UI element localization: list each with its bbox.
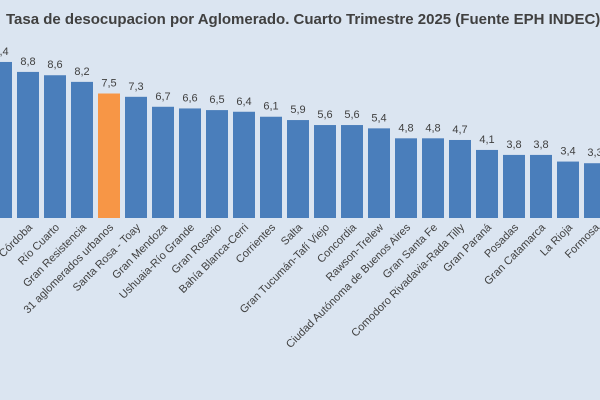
bar	[476, 149, 498, 218]
bar	[44, 75, 66, 219]
value-label: 8,6	[47, 59, 62, 71]
value-label: 8,2	[74, 66, 89, 78]
value-label: 6,4	[236, 96, 251, 108]
value-label: 5,6	[344, 109, 359, 121]
bar	[584, 163, 600, 218]
value-label: 3,4	[560, 146, 575, 158]
bar	[98, 93, 120, 218]
value-label: 4,1	[479, 134, 494, 146]
value-label: 7,3	[128, 81, 143, 93]
value-label: 3,3	[587, 147, 600, 159]
bar	[125, 96, 147, 218]
value-label: 6,1	[263, 101, 278, 113]
bar	[0, 61, 12, 219]
value-label: 5,6	[317, 109, 332, 121]
bar	[557, 161, 579, 218]
bar	[503, 154, 525, 218]
value-label: 4,7	[452, 124, 467, 136]
bar	[341, 125, 363, 218]
value-label: 6,6	[182, 92, 197, 104]
bar	[530, 154, 552, 218]
bar	[314, 125, 336, 218]
bar	[422, 138, 444, 218]
value-label: 3,8	[533, 139, 548, 151]
bar	[206, 110, 228, 218]
bar	[260, 116, 282, 218]
bar	[17, 71, 39, 218]
bar	[395, 138, 417, 218]
value-label: 5,4	[371, 112, 386, 124]
value-label: 9,4	[0, 46, 9, 58]
value-label: 8,8	[20, 56, 35, 68]
value-label: 7,5	[101, 78, 116, 90]
chart-title: Tasa de desocupacion por Aglomerado. Cua…	[6, 11, 600, 28]
value-label: 6,7	[155, 91, 170, 103]
bar	[368, 128, 390, 218]
value-label: 3,8	[506, 139, 521, 151]
bar	[287, 120, 309, 218]
value-label: 5,9	[290, 104, 305, 116]
bar	[71, 81, 93, 218]
bar	[449, 139, 471, 218]
bar	[233, 111, 255, 218]
value-label: 4,8	[398, 122, 413, 134]
value-label: 4,8	[425, 122, 440, 134]
bar	[179, 108, 201, 218]
value-label: 6,5	[209, 94, 224, 106]
bar	[152, 106, 174, 218]
